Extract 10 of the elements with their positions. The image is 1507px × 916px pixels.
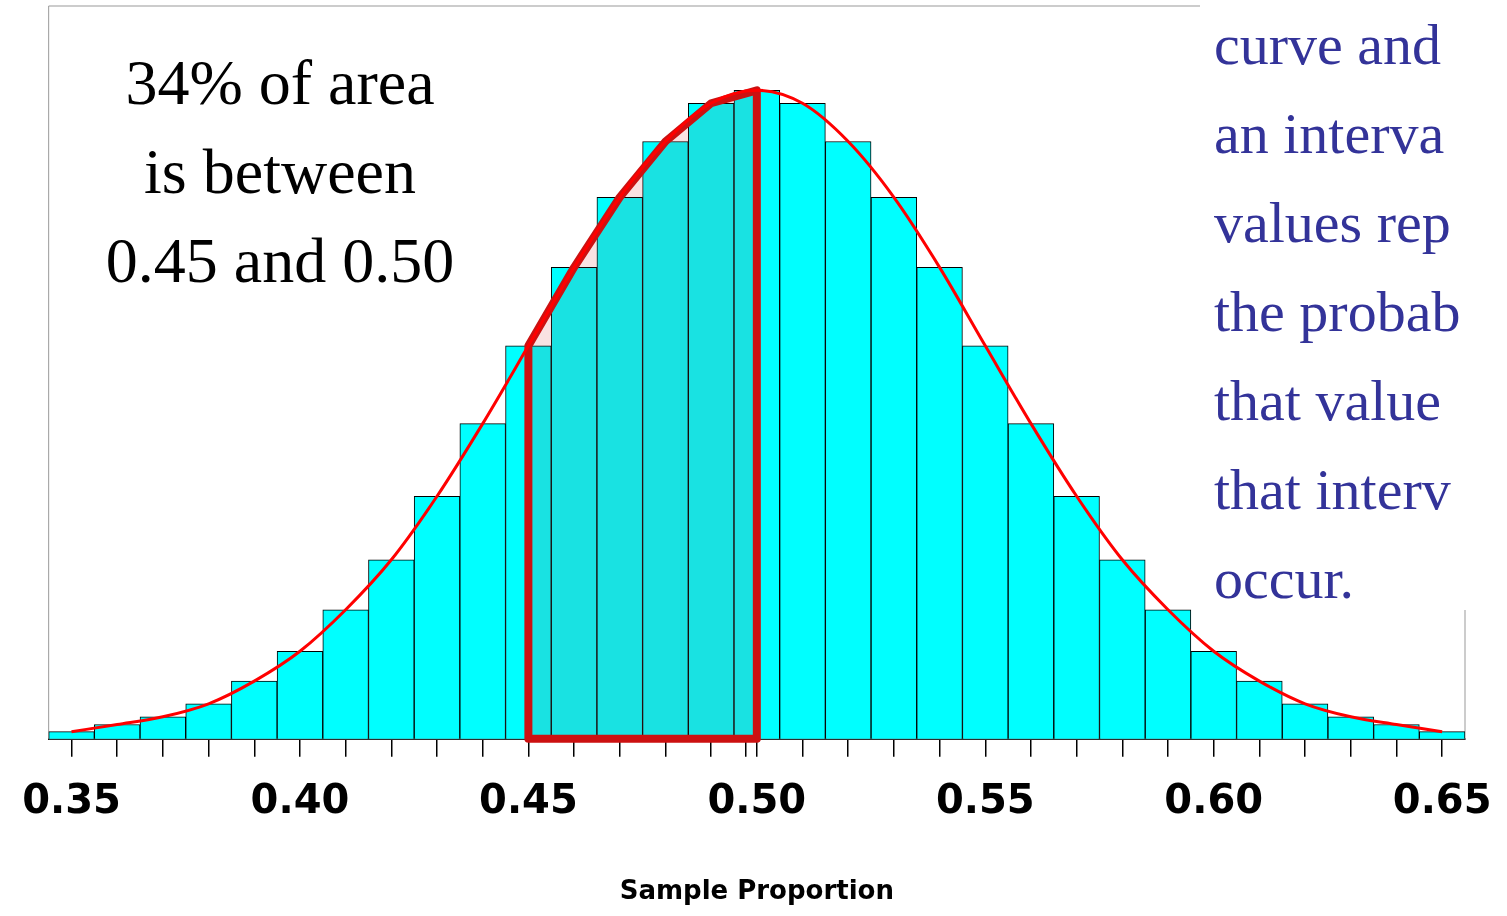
- x-tick-label: 0.35: [22, 776, 121, 823]
- x-tick-label: 0.55: [935, 776, 1035, 823]
- x-tick-label: 0.65: [1392, 776, 1492, 823]
- x-tick-label: 0.60: [1164, 776, 1264, 823]
- x-tick-label: 0.50: [707, 776, 807, 823]
- annotation: curve and an interva values rep the probab that value that interv occur.: [1200, 0, 1507, 611]
- x-tick-label: 0.40: [250, 776, 350, 823]
- x-tick-label: 0.45: [479, 776, 578, 823]
- x-axis-title: Sample Proportion: [619, 875, 894, 906]
- annotation: 34% of area is between 0.45 and 0.50: [104, 46, 456, 298]
